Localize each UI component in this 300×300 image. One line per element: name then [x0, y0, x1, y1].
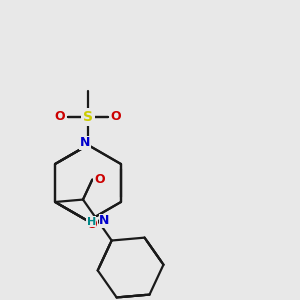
Text: S: S	[83, 110, 93, 124]
Text: N: N	[99, 214, 109, 227]
Text: O: O	[111, 110, 121, 124]
Text: O: O	[55, 110, 65, 124]
Text: O: O	[94, 173, 105, 186]
Text: O: O	[87, 218, 97, 230]
Text: H: H	[87, 217, 96, 227]
Text: N: N	[80, 136, 90, 149]
